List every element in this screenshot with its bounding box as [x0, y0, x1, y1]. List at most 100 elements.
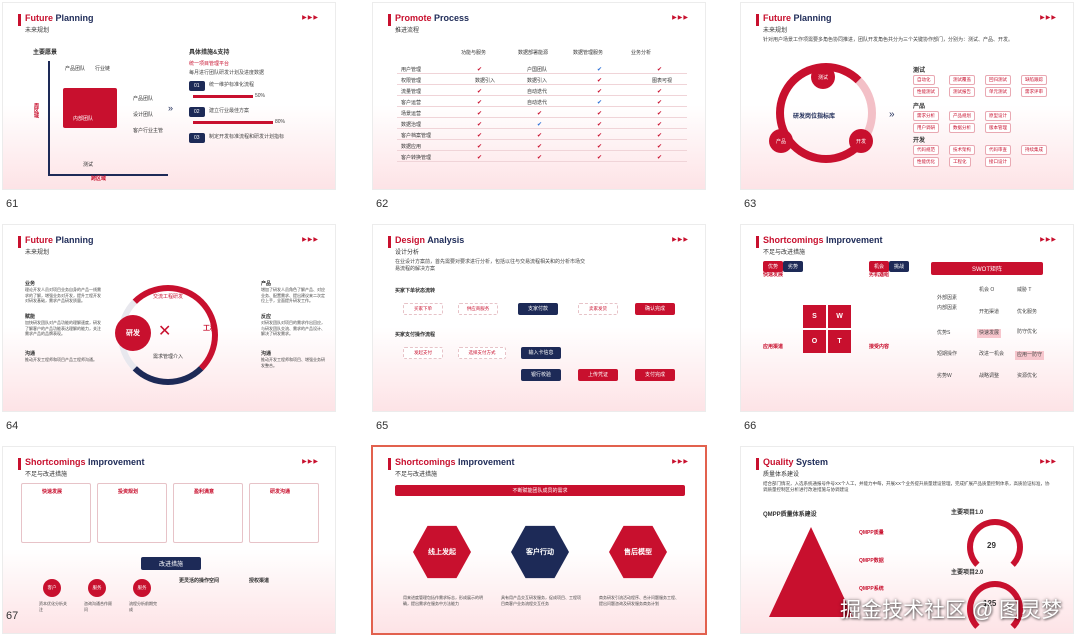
slide-thumbnail-61[interactable]: Future Planning 未来规划 ▶▶▶ 主要愿景 内部团队 产品团队 …	[2, 2, 336, 190]
arrows-icon: ▶▶▶	[672, 459, 689, 465]
swot-t: T	[828, 330, 851, 353]
table-row: 权限管理 数据引入 数据引入 ✔ 图表可视	[397, 76, 687, 85]
label-product: 产品团队	[65, 66, 86, 72]
slide-subtitle: 设计分析	[395, 250, 420, 256]
block-text: 对研发团队对项目的需求作出回应，与研发团队交流、需求的产品设计、解决了研发需求。	[261, 320, 325, 337]
title-accent-bar	[18, 14, 21, 26]
arrows-icon: ▶▶▶	[1040, 237, 1057, 243]
slide-title: Shortcomings Improvement	[395, 457, 515, 467]
arrows-icon: ▶▶▶	[1040, 15, 1057, 21]
step-circle: 服务	[88, 579, 106, 597]
center-right-label: 工程	[203, 325, 217, 332]
arrows-icon: ▶▶▶	[672, 237, 689, 243]
arrows-icon: ▶▶▶	[302, 459, 319, 465]
arrows-icon: ▶▶▶	[302, 237, 319, 243]
step-label: 流程分析前期完成	[129, 601, 157, 612]
slide-subtitle: 未来规划	[25, 250, 50, 256]
right-item: 统一维护标准化流程	[209, 82, 255, 88]
slide-thumbnail-66[interactable]: Shortcomings Improvement 不足与改进措施 ▶▶▶ 快速发…	[740, 224, 1074, 412]
table-row: 用户管理 ✔ 户国团队 ✔ ✔	[397, 65, 687, 74]
intro-text: 结合部门情况，入选系统通报号件号XX个人工，并能力中每，开展XX个业务提升质量建…	[763, 481, 1050, 493]
label-cross: 跨区域	[91, 176, 107, 182]
arc-bottom-label: 需求管理介入	[153, 354, 184, 360]
center-label: 研发岗位指标库	[793, 114, 836, 120]
tag: 挑战	[889, 261, 910, 272]
swot-o: O	[803, 330, 826, 353]
column-header: 数据管理服务	[573, 50, 604, 56]
group-title: 开发	[913, 138, 926, 144]
tag: 测试报告	[949, 87, 975, 97]
matrix-row-label: 内部因素	[937, 305, 958, 311]
matrix-row-label: 优势S	[937, 330, 951, 336]
arrows-icon: ▶▶▶	[672, 15, 689, 21]
gauge-2	[967, 581, 1023, 633]
tag: 持续集成	[1021, 145, 1047, 155]
tag: 单元测试	[985, 87, 1011, 97]
chevron-right-icon: »	[889, 109, 895, 120]
right-item: 建立行业最佳方案	[209, 108, 250, 114]
flow-step: 买家下单	[403, 303, 443, 315]
desc-text: 商务研发引流活动程序、合计问题服务工程、提出问题咨询及研发服务商务计划	[599, 595, 679, 606]
quadrant-title: 快速发展	[763, 272, 784, 278]
tag: 性能测试	[913, 87, 939, 97]
arrows-icon: ▶▶▶	[1040, 459, 1057, 465]
slide-number: 61	[6, 198, 19, 210]
tag: 回归测试	[985, 75, 1011, 85]
slide-thumbnail-69[interactable]: Quality System 质量体系建设 ▶▶▶ 结合部门情况，入选系统通报号…	[740, 446, 1074, 634]
slide-thumbnail-68-selected[interactable]: Shortcomings Improvement 不足与改进措施 ▶▶▶ 不断赋…	[371, 445, 707, 635]
gauge-title: 主要项目1.0	[951, 510, 984, 516]
gauge-value: 29	[987, 541, 996, 550]
slide-subtitle: 不足与改进措施	[25, 472, 68, 478]
slide-thumbnail-64[interactable]: Future Planning 未来规划 ▶▶▶ 研发 工程 ✕ 交流工程研发 …	[2, 224, 336, 412]
pyramid-item: QMPP质量	[859, 530, 884, 536]
swot-s: S	[803, 305, 826, 328]
group-title: 测试	[913, 68, 926, 74]
flow-step: 支付完成	[635, 369, 675, 381]
flow-step: 输入卡信息	[521, 347, 561, 359]
matrix-cell: 开拓渠道	[979, 309, 1000, 315]
tag: 产品规划	[949, 111, 975, 121]
flow-step: 发起支付	[403, 347, 443, 359]
step-label: 咨询沟通合作顾问	[84, 601, 112, 612]
gauge-1	[967, 519, 1023, 575]
step-circle: 客户	[43, 579, 61, 597]
arrows-icon: ▶▶▶	[302, 15, 319, 21]
vertical-label: 周区域	[33, 103, 39, 118]
block-text: 推动开发工程师和项目、增强业务研发整合。	[261, 357, 325, 368]
block-text: 推动开发工程师和项目产品工程师沟通。	[25, 357, 97, 362]
tag: 工程化	[949, 157, 971, 167]
tag: 劣势	[783, 261, 804, 272]
quadrant-title: 应用渠道	[763, 344, 784, 350]
pyramid-title: QMPP质量体系建设	[763, 512, 817, 518]
column-header: 业务分析	[631, 50, 652, 56]
table-row: 流量管理 ✔ 自动迭代 ✔ ✔	[397, 87, 687, 96]
step-label: 资本优化分析关注	[39, 601, 67, 612]
flow-title: 买家支付操作流程	[395, 332, 436, 338]
card: 快速发展	[21, 483, 91, 543]
slide-thumbnail-67[interactable]: Shortcomings Improvement 不足与改进措施 ▶▶▶ 快速发…	[2, 446, 336, 634]
matrix-cell: 防守优化	[1017, 329, 1038, 335]
block-heading: 沟通	[261, 351, 272, 357]
intro-text: 针对用户场景工作项需要多角色协同推进，团队开发角色共分为三个关键协作部门，分别为…	[763, 37, 1014, 43]
tag: 缺陷跟踪	[1021, 75, 1047, 85]
slide-thumbnail-65[interactable]: Design Analysis 设计分析 ▶▶▶ 在业设计方案前，首先需要对要求…	[372, 224, 706, 412]
matrix-cell: 机会 O	[979, 287, 995, 293]
banner: 不断赋能团队成员的需求	[395, 485, 685, 496]
block-heading: 沟通	[25, 351, 36, 357]
progress-bar	[193, 95, 253, 98]
intro-text: 在业设计方案前，首先需要对要求进行分析，包括以往与交易流程相关和的分析市场交易流…	[395, 259, 586, 272]
tag: 优势	[763, 261, 784, 272]
right-item: 统一项目管理平台	[189, 61, 230, 67]
right-item: 每月进行团队研发计划及进度数据	[189, 70, 265, 76]
slide-subtitle: 推进流程	[395, 28, 420, 34]
matrix-cell: 应用一防守	[1015, 351, 1045, 360]
matrix-row-label: 短期操作	[937, 351, 958, 357]
column-header: 数据部署能源	[518, 50, 549, 56]
node-product: 产品	[769, 129, 793, 153]
node-test: 测试	[811, 65, 835, 89]
block-heading: 反应	[261, 314, 272, 320]
desc-text: 用来进度管理包括作需求标志，形成展示的明确，提出需求在服务中方法能力	[403, 595, 483, 606]
matrix-cell: 快速发展	[977, 329, 1002, 338]
slide-thumbnail-63[interactable]: Future Planning 未来规划 ▶▶▶ 针对用户场景工作项需要多角色协…	[740, 2, 1074, 190]
slide-thumbnail-62[interactable]: Promote Process 推进流程 ▶▶▶ 功能与服务 数据部署能源 数据…	[372, 2, 706, 190]
